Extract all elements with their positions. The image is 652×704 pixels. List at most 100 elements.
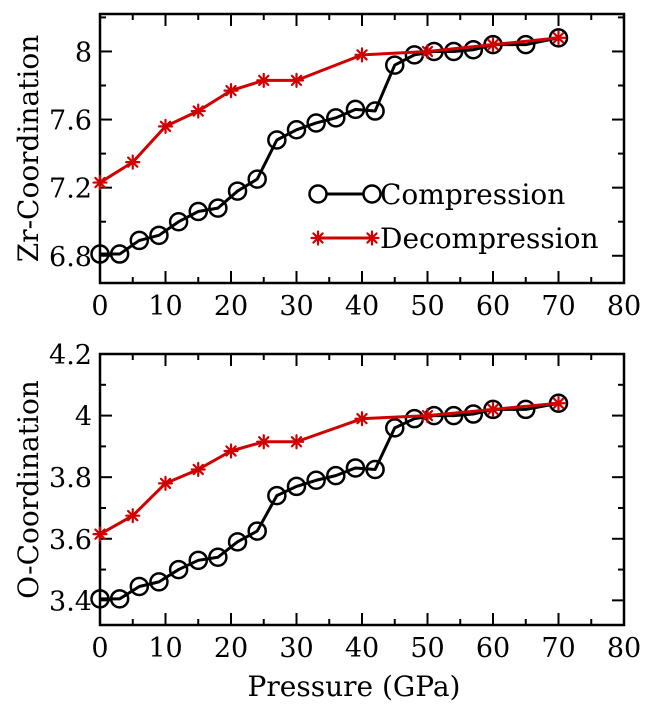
compression-point: [168, 559, 189, 580]
x-tick-label: 80: [607, 291, 641, 322]
compression-point: [90, 244, 110, 264]
compression-point: [286, 476, 307, 497]
x-tick-label: 80: [607, 633, 641, 664]
x-tick-label: 10: [148, 633, 182, 664]
decompression-point: [550, 30, 567, 46]
decompression-point: [157, 118, 174, 134]
legend-marker: [308, 184, 328, 204]
compression-point: [227, 181, 248, 201]
x-tick-label: 70: [541, 633, 575, 664]
compression-point: [463, 40, 484, 60]
x-tick-label: 70: [541, 291, 575, 322]
compression-point: [326, 465, 346, 486]
x-tick-label: 20: [214, 291, 248, 322]
x-tick-label: 30: [279, 291, 313, 322]
o-decompression-series: [92, 395, 567, 542]
decompression-point: [157, 475, 174, 491]
compression-point: [90, 589, 110, 609]
o-compression-series: [90, 393, 569, 609]
compression-point: [443, 405, 464, 426]
decompression-point: [485, 37, 501, 53]
compression-point: [247, 521, 267, 541]
compression-point: [129, 576, 150, 597]
compression-point: [365, 101, 385, 121]
x-tick-label: 0: [91, 633, 108, 664]
o-panel: 0 10 20 30 40 50 60 70 80 3.4 3.6 3.8 4 4.2O-Coordina…: [12, 340, 641, 703]
y-tick-label: 6.8: [49, 242, 92, 273]
decompression-point: [223, 443, 239, 459]
zr-panel: 0 10 20 30 40 50 60 70 80 6.8 7.2 7.6 8 Zr-Coordinati…: [12, 12, 641, 322]
compression-point: [247, 169, 267, 189]
legend-label: Compression: [380, 178, 565, 211]
compression-point: [516, 399, 536, 420]
compression-point: [149, 572, 169, 592]
compression-point: [345, 458, 366, 478]
decompression-point: [354, 47, 370, 63]
compression-point: [365, 459, 385, 480]
compression-point: [306, 470, 326, 491]
zr-compression-series: [90, 28, 569, 264]
x-tick-label: 10: [148, 291, 182, 322]
o-plot-frame: [98, 352, 626, 627]
decompression-point: [92, 526, 108, 542]
compression-line: [100, 401, 559, 601]
decompression-point: [485, 401, 501, 418]
y-tick-label: 7.2: [49, 174, 92, 205]
compression-point: [208, 547, 228, 567]
compression-point: [168, 211, 189, 232]
compression-point: [188, 550, 208, 571]
compression-point: [267, 130, 287, 150]
compression-point: [267, 485, 287, 506]
compression-point: [188, 201, 208, 222]
compression-point: [516, 34, 536, 55]
compression-point: [385, 418, 405, 438]
decompression-point: [223, 83, 239, 99]
x-tick-label: 60: [476, 633, 510, 664]
y-tick-label: 4: [75, 402, 92, 433]
legend-label: Decompression: [380, 222, 599, 255]
compression-point: [109, 244, 130, 264]
compression-point: [227, 532, 248, 552]
compression-point: [306, 113, 326, 133]
decompression-point: [125, 508, 141, 524]
zr-y-axis-label: Zr-Coordination: [12, 35, 45, 263]
x-tick-label: 40: [345, 633, 379, 664]
legend-item-decompression: Decompression: [310, 222, 599, 255]
x-tick-label: 40: [345, 291, 379, 322]
y-tick-label: 4.2: [49, 340, 92, 371]
legend-marker: [364, 230, 380, 246]
legend-marker: [362, 184, 382, 204]
x-axis-label: Pressure (GPa): [248, 670, 461, 703]
decompression-point: [125, 154, 141, 170]
x-tick-label: 50: [410, 633, 444, 664]
decompression-point: [419, 407, 436, 424]
y-tick-label: 3.8: [49, 463, 92, 494]
x-tick-label: 60: [476, 291, 510, 322]
decompression-line: [99, 36, 559, 184]
decompression-point: [256, 434, 272, 450]
decompression-point: [288, 434, 305, 450]
compression-point: [149, 225, 169, 246]
y-tick-label: 3.6: [49, 525, 92, 556]
compression-point: [208, 198, 228, 218]
decompression-point: [190, 103, 206, 119]
x-tick-label: 30: [279, 633, 313, 664]
x-tick-label: 20: [214, 633, 248, 664]
decompression-point: [419, 43, 436, 60]
y-tick-label: 8: [75, 37, 92, 68]
y-tick-label: 7.6: [49, 106, 92, 137]
decompression-point: [190, 461, 206, 478]
y-tick-label: 3.4: [49, 586, 92, 617]
o-y-axis-label: O-Coordination: [12, 380, 45, 599]
compression-point: [443, 41, 464, 62]
decompression-point: [354, 411, 370, 427]
decompression-point: [92, 174, 108, 191]
decompression-point: [256, 72, 272, 88]
zr-plot-frame: [98, 12, 626, 285]
compression-point: [129, 230, 150, 251]
legend-marker: [310, 230, 326, 246]
compression-point: [345, 99, 366, 120]
decompression-point: [288, 72, 305, 88]
zr-decompression-series: [92, 30, 567, 191]
